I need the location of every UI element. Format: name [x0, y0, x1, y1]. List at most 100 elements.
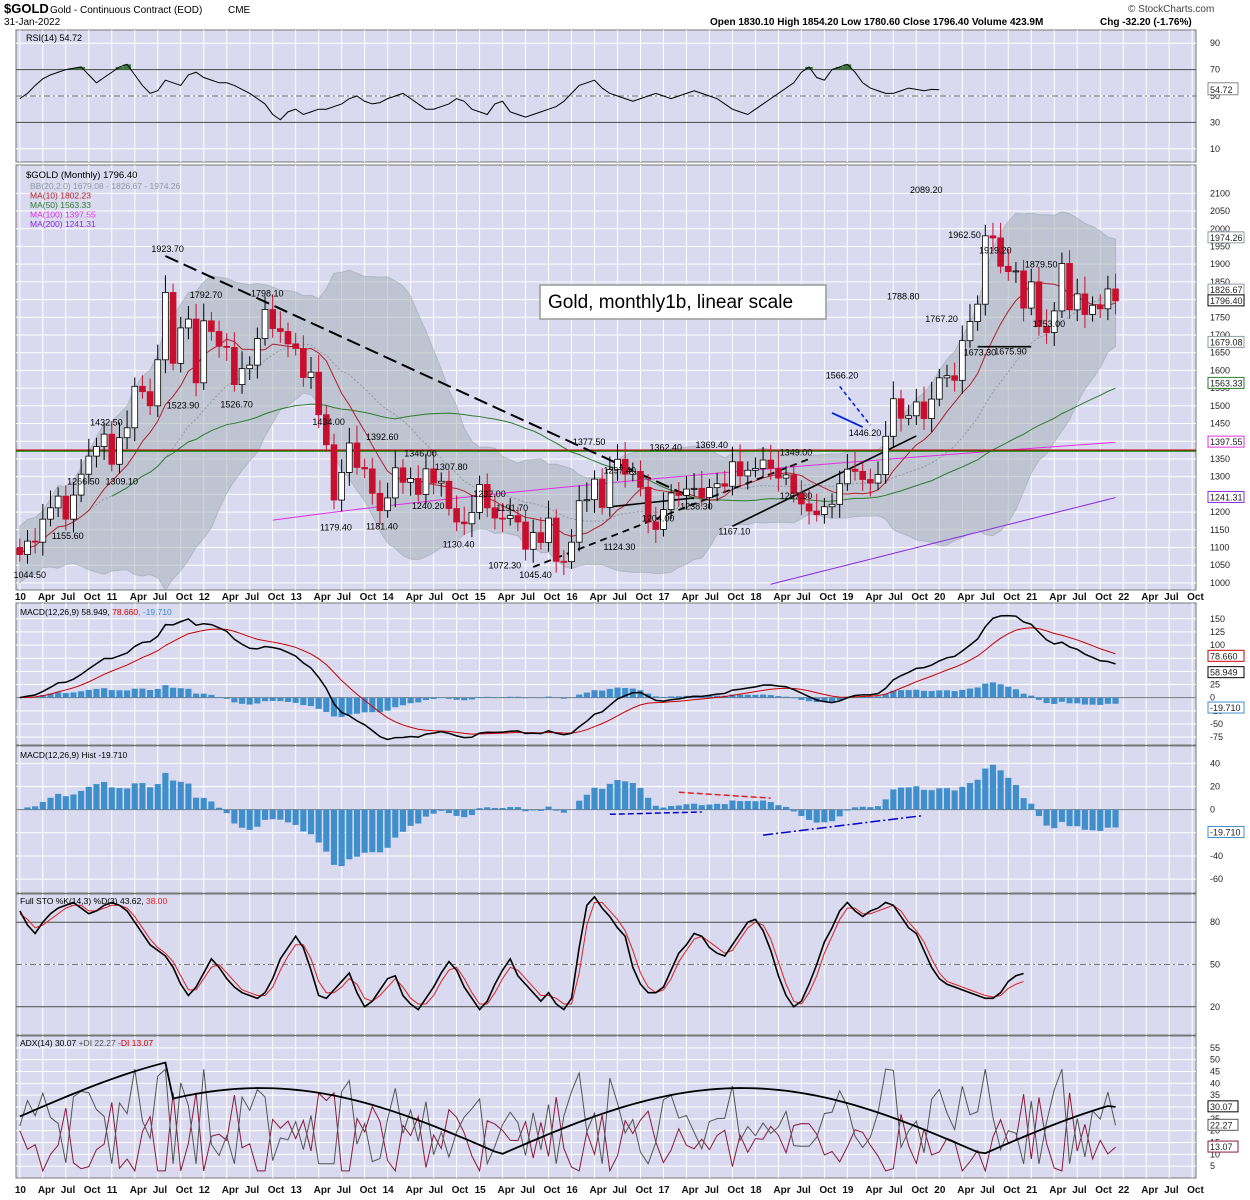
hist-bar: [706, 804, 713, 810]
macd-hist-bar: [476, 697, 483, 698]
price-legend-entry: MA(200) 1241.31: [30, 219, 96, 229]
macd-hist-bar: [1066, 697, 1073, 704]
hist-bar: [269, 809, 276, 820]
price-ytick-label: 2000: [1210, 224, 1230, 234]
x-tick-label: 20: [934, 1185, 946, 1196]
rsi-last-box: [1207, 82, 1239, 96]
hist-bar: [323, 809, 330, 852]
x-tick-label: 22: [1118, 592, 1130, 603]
price-point-label: 1526.70: [220, 399, 253, 409]
hist-bar: [583, 794, 590, 810]
price-point-label: 1072.30: [489, 560, 522, 570]
x-tick-label: Apr: [406, 592, 423, 603]
candle-body: [16, 547, 24, 555]
candle-body: [238, 368, 246, 385]
price-ytick-label: 1950: [1210, 241, 1230, 251]
price-point-label: 1130.40: [443, 540, 475, 550]
hist-bar: [514, 807, 521, 810]
macd-signal-line: [19, 627, 1116, 735]
macd-hist-bar: [982, 683, 989, 698]
macd-hist-bar: [484, 696, 491, 698]
macd-hist-bar: [154, 688, 161, 698]
x-tick-label: Apr: [498, 592, 515, 603]
x-tick-label: 15: [475, 592, 487, 603]
macd-ytick-label: 0: [1210, 693, 1215, 703]
hist-bar: [116, 788, 123, 810]
candle-body: [675, 492, 683, 496]
price-ytick-label: 1150: [1210, 525, 1229, 535]
candle-body: [851, 468, 859, 472]
price-ytick-label: 1850: [1210, 277, 1230, 287]
hist-right-label-box: [1207, 825, 1245, 838]
x-tick-label: Apr: [130, 592, 147, 603]
price-point-label: 1181.40: [366, 522, 398, 532]
price-point-label: 1267.30: [780, 491, 813, 501]
hist-bar: [131, 783, 138, 810]
candle-body: [1020, 270, 1027, 309]
macd-hist-bar: [93, 688, 100, 698]
candle-body: [1081, 293, 1089, 315]
candle-body: [1043, 326, 1050, 333]
x-tick-label: 14: [383, 1185, 395, 1196]
macd-hist-bar: [315, 697, 322, 709]
annotation-box: Gold, monthly1b, linear scale: [539, 284, 827, 320]
rsi-title: RSI(14) 54.72: [26, 33, 82, 43]
candle-body: [292, 343, 299, 349]
candle-body: [491, 507, 499, 519]
hist-bar: [959, 786, 966, 810]
price-legend-entry: MA(100) 1397.55: [30, 210, 96, 220]
hist-bar: [744, 801, 751, 810]
candle-body: [192, 318, 200, 384]
hist-bar: [767, 802, 774, 810]
macd-hist-bar: [805, 697, 813, 702]
macd-hist-bar: [116, 690, 123, 698]
price-legend-entry: MA(10) 1802.23: [30, 191, 91, 201]
hist-bar: [851, 807, 859, 810]
hist-bar: [407, 809, 414, 826]
adx-ytick-label: 45: [1210, 1067, 1220, 1077]
price-point-label: 1879.50: [1025, 259, 1058, 269]
macd-hist-bar: [1089, 697, 1096, 705]
hist-bar: [821, 809, 828, 823]
candle-body: [1073, 293, 1081, 311]
price-point-label: 1369.40: [695, 440, 728, 450]
macd-right-label: 78.660: [1207, 649, 1245, 662]
macd-hist-bar: [560, 697, 567, 699]
hist-bar: [185, 783, 192, 810]
macd-hist-bar: [920, 690, 928, 698]
candle-body: [897, 398, 905, 419]
hist-bar: [422, 809, 429, 817]
macd-hist-bar: [660, 696, 667, 698]
price-right-label-text: 1974.26: [1210, 233, 1243, 243]
x-tick-label: Oct: [452, 1185, 469, 1196]
candle-body: [537, 532, 545, 543]
hist-bar: [85, 786, 92, 810]
candle-body: [39, 518, 47, 543]
candle-body: [1096, 304, 1104, 310]
adx-right-label-text: 13.07: [1210, 1142, 1233, 1152]
x-tick-label: Jul: [245, 1185, 260, 1196]
macd-ytick-label: 25: [1210, 680, 1220, 690]
stochastic-ytick-label: 50: [1210, 960, 1220, 970]
macd-hist-bar: [606, 688, 613, 698]
hist-bar: [177, 781, 184, 810]
x-tick-label: Oct: [360, 592, 377, 603]
price-point-label: 1675.90: [994, 347, 1027, 357]
candle-body: [407, 478, 414, 483]
hist-bar: [652, 805, 659, 810]
macd_hist-ytick-label: -60: [1210, 874, 1223, 884]
macd-title: MACD(12,26,9) 58.949, 78.660, -19.710: [20, 607, 172, 617]
macd-hist-bar: [330, 697, 338, 717]
instrument-name: Gold - Continuous Contract (EOD): [50, 5, 202, 16]
macd-hist-bar: [85, 689, 92, 698]
candle-body: [721, 483, 729, 487]
macd-hist-bar: [461, 697, 468, 701]
macd-hist-bar: [445, 697, 452, 699]
price-series-group: 1044.50 1155.60 1266.50 1309.10 1432.50 1923.…: [13, 170, 1245, 591]
sto-title-part: 38.00: [146, 896, 168, 906]
price-ytick-label: 1100: [1210, 543, 1229, 553]
hist-bar: [139, 783, 146, 810]
hist-bar: [1058, 809, 1065, 822]
x-tick-label: 18: [750, 1185, 762, 1196]
x-tick-label: Oct: [1003, 1185, 1020, 1196]
